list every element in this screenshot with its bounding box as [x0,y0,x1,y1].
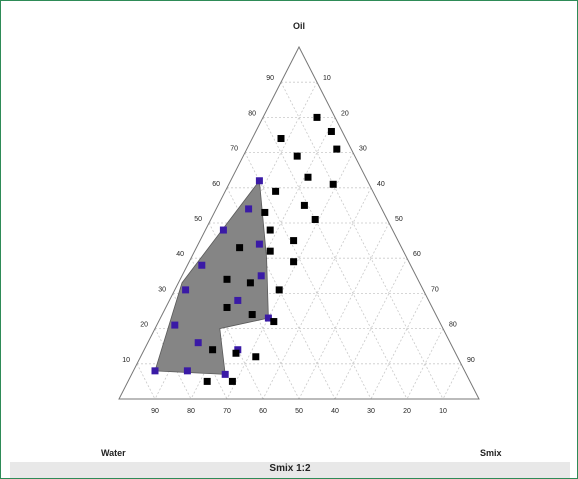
tick-label-bottom: 90 [151,408,159,415]
data-point-blue [264,314,272,322]
grid-line [262,187,372,400]
tick-label-left: 60 [212,181,220,188]
data-point-blue [245,205,253,213]
ternary-chart: 90 80 70 60 50 40 30 20 10 10 20 30 40 50 60 70 80 90 90 80… [101,21,502,458]
data-point-blue [171,321,179,329]
data-point-blue [198,261,206,269]
data-point-black [203,377,211,385]
tick-label-right: 30 [359,146,367,153]
vertex-label-water: Water [101,448,126,458]
tick-label-right: 90 [467,357,475,364]
grid-line [226,187,336,400]
data-point-black [223,275,231,283]
tick-label-bottom: 30 [367,408,375,415]
tick-label-left: 40 [176,251,184,258]
data-point-blue [255,177,263,185]
tick-label-left: 50 [194,216,202,223]
data-point-blue [234,346,242,354]
grid-line [298,222,390,400]
tick-label-right: 20 [341,110,349,117]
data-point-black [327,127,335,135]
tick-labels-layer: 90 80 70 60 50 40 30 20 10 10 20 30 40 50 60 70 80 90 90 80… [122,75,475,415]
data-point-black [236,244,244,252]
grid-line [280,82,444,400]
data-point-blue [219,226,227,234]
grid-line [190,117,336,400]
tick-label-left: 20 [140,322,148,329]
data-point-blue [234,296,242,304]
data-point-blue [151,367,159,375]
tick-label-bottom: 10 [439,408,447,415]
data-point-blue [221,370,229,378]
tick-label-right: 70 [431,286,439,293]
data-point-black [209,346,217,354]
data-point-blue [255,240,263,248]
data-point-black [266,247,274,255]
data-points-layer [151,113,341,385]
vertex-label-oil: Oil [293,21,305,31]
data-point-black [304,173,312,181]
tick-label-left: 80 [248,110,256,117]
data-point-black [329,180,337,188]
vertex-label-smix: Smix [480,448,502,458]
tick-label-bottom: 50 [295,408,303,415]
data-point-black [275,286,283,294]
caption-bar: Smix 1:2 [10,462,570,478]
grid-line [136,363,156,400]
tick-label-bottom: 80 [187,408,195,415]
tick-label-bottom: 20 [403,408,411,415]
grid-line [154,328,192,400]
data-point-black [252,353,260,361]
data-point-black [232,349,240,357]
data-point-black [300,201,308,209]
data-point-black [290,258,298,266]
tick-label-bottom: 40 [331,408,339,415]
data-point-black [272,187,280,195]
data-point-black [270,318,278,326]
grid-line [406,328,444,400]
tick-label-right: 40 [377,181,385,188]
tick-label-left: 10 [122,357,130,364]
data-point-black [248,311,256,319]
data-point-black [261,208,269,216]
shaded-region-layer [154,179,269,375]
data-point-blue [194,339,202,347]
tick-label-right: 80 [449,322,457,329]
triangle-outline [118,45,480,400]
tick-label-left: 90 [266,75,274,82]
data-point-black [266,226,274,234]
data-point-black [311,215,319,223]
data-point-black [290,237,298,245]
data-point-blue [183,367,191,375]
tick-label-bottom: 70 [223,408,231,415]
chart-caption: Smix 1:2 [269,463,311,474]
data-point-black [228,377,236,385]
data-point-black [277,135,285,143]
data-point-black [223,303,231,311]
tick-label-right: 50 [395,216,403,223]
tick-label-right: 60 [413,251,421,258]
tick-label-left: 70 [230,146,238,153]
data-point-black [246,279,254,287]
grid-line [262,117,408,400]
data-point-black [313,113,321,121]
tick-label-bottom: 60 [259,408,267,415]
data-point-black [293,152,301,160]
tick-label-right: 10 [323,75,331,82]
grid-line [442,363,462,400]
data-point-blue [257,272,265,280]
shaded-region [154,179,269,375]
data-point-black [333,145,341,153]
tick-label-left: 30 [158,286,166,293]
data-point-blue [182,286,190,294]
grid-line [370,293,426,400]
